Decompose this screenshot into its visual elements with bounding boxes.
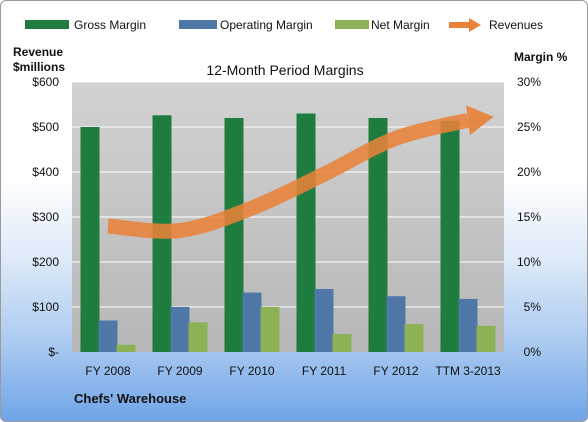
bar-net-margin bbox=[332, 334, 352, 352]
left-tick-label: $300 bbox=[32, 210, 59, 224]
legend-swatch-gross-margin bbox=[25, 20, 69, 29]
x-tick-label: FY 2012 bbox=[373, 364, 418, 378]
chart-title: 12-Month Period Margins bbox=[206, 62, 363, 78]
legend-label-revenues: Revenues bbox=[489, 18, 543, 32]
left-tick-label: $- bbox=[48, 345, 59, 359]
axis-ticks: $- $100 $200 $300 $400 $500 $600 0% 5% 10% 15% 20% 2… bbox=[32, 75, 541, 378]
right-axis-title: Margin % bbox=[514, 50, 568, 64]
x-tick-label: TTM 3-2013 bbox=[435, 364, 501, 378]
bar-operating-margin bbox=[242, 292, 262, 352]
revenue-arrow-head bbox=[465, 105, 494, 136]
left-axis-title-line2: $millions bbox=[13, 60, 65, 74]
left-tick-label: $200 bbox=[32, 255, 59, 269]
left-tick-label: $500 bbox=[32, 120, 59, 134]
legend-swatch-operating-margin bbox=[179, 20, 217, 29]
bar-gross-margin bbox=[440, 120, 460, 352]
legend-swatch-net-margin bbox=[335, 20, 369, 29]
bar-operating-margin bbox=[458, 298, 478, 352]
bar-gross-margin bbox=[80, 127, 100, 352]
legend-label-net-margin: Net Margin bbox=[371, 18, 430, 32]
bar-net-margin bbox=[260, 307, 280, 352]
legend-arrow-head bbox=[469, 18, 481, 32]
bar-gross-margin bbox=[368, 118, 388, 352]
legend-label-gross-margin: Gross Margin bbox=[74, 18, 146, 32]
x-tick-label: FY 2011 bbox=[302, 364, 347, 378]
right-tick-label: 0% bbox=[524, 345, 542, 359]
left-tick-label: $100 bbox=[32, 300, 59, 314]
x-tick-label: FY 2008 bbox=[85, 364, 130, 378]
right-tick-label: 5% bbox=[524, 300, 542, 314]
legend: Gross Margin Operating Margin Net Margin… bbox=[25, 18, 543, 32]
gridlines bbox=[72, 81, 504, 308]
bar-operating-margin bbox=[98, 320, 118, 352]
bar-net-margin bbox=[188, 322, 208, 352]
revenue-line-path bbox=[107, 112, 470, 239]
bar-operating-margin bbox=[386, 296, 406, 352]
bar-net-margin bbox=[404, 324, 424, 352]
right-tick-label: 15% bbox=[517, 210, 541, 224]
legend-label-operating-margin: Operating Margin bbox=[220, 18, 313, 32]
bar-operating-margin bbox=[170, 307, 190, 352]
left-tick-label: $400 bbox=[32, 165, 59, 179]
right-tick-label: 30% bbox=[517, 75, 541, 89]
right-tick-label: 10% bbox=[517, 255, 541, 269]
right-tick-label: 25% bbox=[517, 120, 541, 134]
bar-gross-margin bbox=[296, 113, 316, 352]
bar-net-margin bbox=[116, 344, 136, 352]
right-tick-label: 20% bbox=[517, 165, 541, 179]
x-tick-label: FY 2010 bbox=[229, 364, 274, 378]
left-axis-title-line1: Revenue bbox=[13, 45, 63, 59]
bar-net-margin bbox=[476, 325, 496, 352]
bar-operating-margin bbox=[314, 289, 334, 352]
bar-gross-margin bbox=[224, 118, 244, 352]
revenue-line bbox=[107, 105, 494, 239]
footer-label: Chefs' Warehouse bbox=[74, 391, 186, 406]
left-tick-label: $600 bbox=[32, 75, 59, 89]
bar-series bbox=[80, 113, 496, 352]
x-tick-label: FY 2009 bbox=[157, 364, 202, 378]
